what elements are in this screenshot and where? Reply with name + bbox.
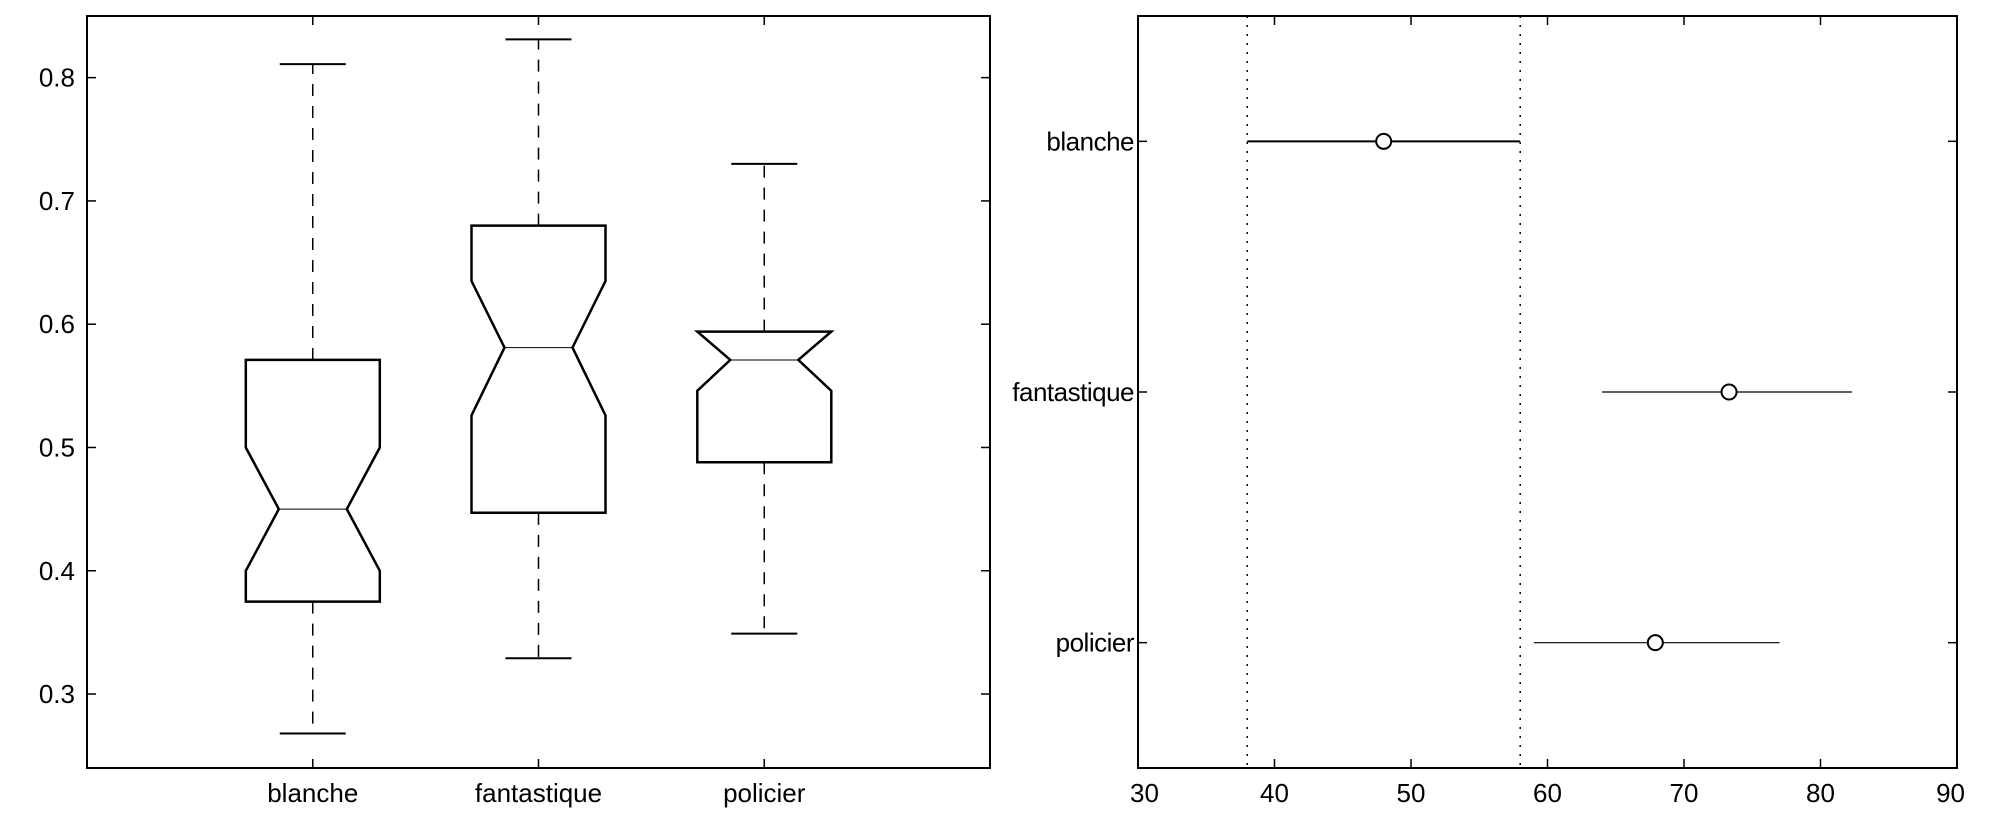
estimate-marker-fantastique [1720, 383, 1738, 401]
x-tick-label: 70 [1670, 778, 1699, 808]
interval-reference-lines [1246, 16, 1521, 768]
y-category-label: blanche [1046, 126, 1134, 156]
estimate-marker-blanche [1375, 132, 1393, 150]
boxplot-y-axis: 0.3 0.4 0.5 0.6 0.7 0.8 [39, 63, 990, 709]
y-category-label: fantastique [1012, 377, 1134, 407]
box-blanche [244, 358, 382, 603]
x-tick-label: 40 [1260, 778, 1289, 808]
x-tick-label: 90 [1936, 778, 1965, 808]
box-fantastique [470, 224, 607, 515]
estimate-marker-policier [1646, 634, 1664, 652]
x-category-label: fantastique [475, 778, 602, 808]
x-tick-label: 50 [1397, 778, 1426, 808]
x-tick-label: 80 [1806, 778, 1835, 808]
y-tick-label: 0.5 [39, 432, 75, 462]
interval-marks [1247, 132, 1852, 652]
x-tick-label: 30 [1130, 778, 1159, 808]
y-category-label: policier [1056, 628, 1135, 658]
x-category-label: policier [723, 778, 806, 808]
interval-chart: blanche fantastique policier 30 40 50 60 70 80 9… [1012, 15, 1965, 808]
x-tick-label: 60 [1533, 778, 1562, 808]
boxplot-boxes [244, 38, 835, 735]
y-tick-label: 0.3 [39, 679, 75, 709]
boxplot-x-axis: blanche fantastique policier [267, 16, 806, 808]
y-tick-label: 0.6 [39, 309, 75, 339]
y-tick-label: 0.8 [39, 63, 75, 93]
interval-x-axis: 30 40 50 60 70 80 90 [1130, 16, 1965, 808]
x-category-label: blanche [267, 778, 358, 808]
interval-y-axis: blanche fantastique policier [1012, 126, 1957, 658]
y-tick-label: 0.4 [39, 556, 75, 586]
y-tick-label: 0.7 [39, 186, 75, 216]
box-policier [693, 330, 835, 464]
boxplot-chart: 0.3 0.4 0.5 0.6 0.7 0.8 blanche fantastique pol… [39, 15, 991, 808]
